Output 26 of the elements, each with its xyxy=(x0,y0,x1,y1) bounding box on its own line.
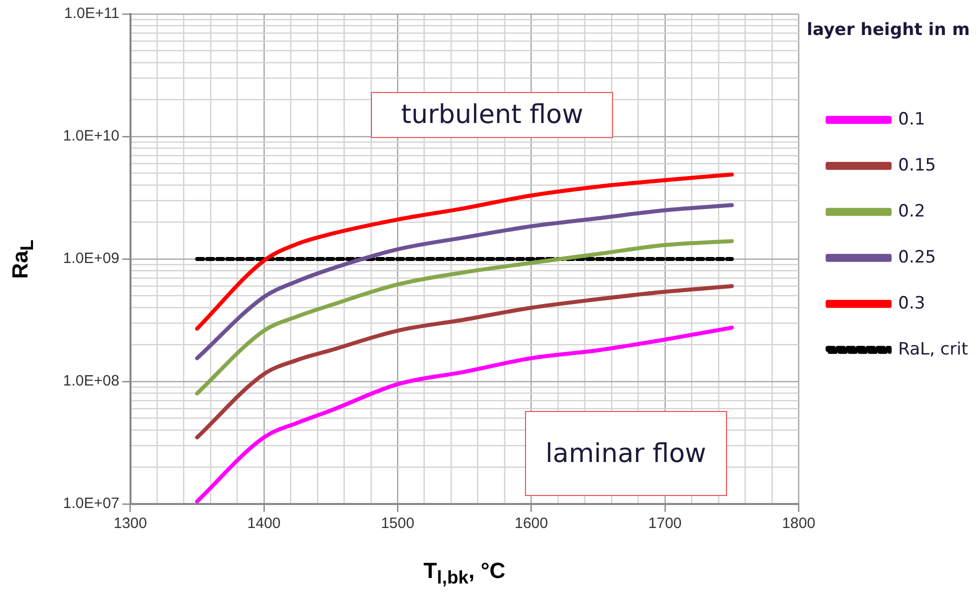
x-tick-label: 1300 xyxy=(114,515,147,532)
x-tick-label: 1400 xyxy=(247,515,281,532)
x-tick-label: 1500 xyxy=(380,515,414,532)
legend-label: 0.2 xyxy=(898,201,926,222)
y-tick-label: 1.0E+07 xyxy=(62,495,120,512)
legend-label: RaL, crit xyxy=(898,339,968,360)
x-tick-label: 1700 xyxy=(648,515,682,532)
y-tick-label: 1.0E+10 xyxy=(62,128,120,145)
y-tick-label: 1.0E+09 xyxy=(62,250,120,268)
legend-label: 0.1 xyxy=(898,109,926,130)
annotation: laminar flow xyxy=(524,410,728,496)
legend-label: 0.25 xyxy=(898,247,936,268)
line-series xyxy=(195,203,734,360)
x-tick-label: 1800 xyxy=(782,515,816,532)
line-series xyxy=(195,239,734,396)
annotation: turbulent flow xyxy=(370,92,614,138)
x-axis-title: T$_{l,bk}$, °C xyxy=(423,558,506,588)
legend-title: layer height in m xyxy=(806,20,970,40)
y-tick-label: 1.0E+11 xyxy=(64,5,120,22)
legend-label: 0.15 xyxy=(898,155,936,176)
legend-label: 0.3 xyxy=(898,293,926,314)
y-tick-label: 1.0E+08 xyxy=(62,372,120,390)
x-tick-label: 1600 xyxy=(514,515,548,532)
line-series xyxy=(195,326,734,504)
line-series xyxy=(195,284,734,440)
line-series xyxy=(195,172,734,331)
